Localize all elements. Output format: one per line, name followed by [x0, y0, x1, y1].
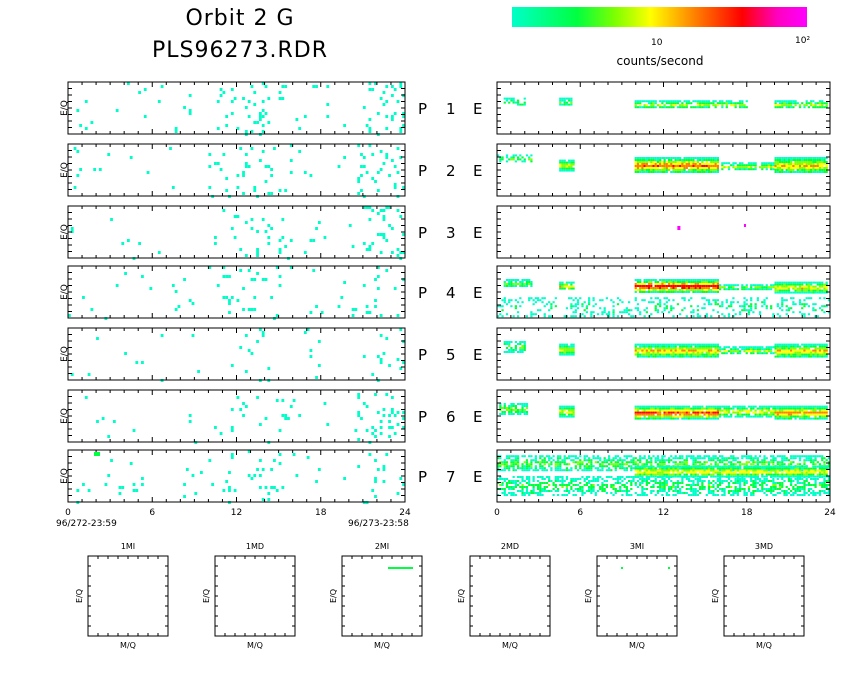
p-number: 3: [446, 224, 456, 242]
time-start: 96/272-23:59: [56, 519, 117, 529]
right-heatmap-panel: [496, 265, 831, 319]
p-number: 7: [446, 468, 456, 486]
colorbar-tick-100: 10²: [795, 36, 811, 46]
left-heatmap-panel: [67, 327, 406, 382]
p-label: P: [418, 468, 427, 486]
left-heatmap-panel: [67, 389, 406, 444]
mass-panel-xlabel: M/Q: [502, 641, 518, 650]
mass-panel: [469, 555, 551, 637]
right-heatmap-panel: [496, 143, 831, 197]
x-tick-label: 12: [658, 508, 669, 518]
y-axis-label: E/Q: [60, 224, 70, 240]
right-heatmap-panel: [496, 81, 831, 135]
mass-panel-title: 3MI: [630, 542, 644, 551]
y-axis-label: E/Q: [60, 284, 70, 300]
e-label: E: [473, 224, 482, 242]
p-label: P: [418, 224, 427, 242]
left-heatmap-panel: [67, 143, 406, 198]
mass-panel-xlabel: M/Q: [120, 641, 136, 650]
mass-panel: [596, 555, 678, 637]
mass-panel: [341, 555, 423, 637]
mass-panel-xlabel: M/Q: [374, 641, 390, 650]
y-axis-label: E/Q: [60, 100, 70, 116]
file-name: PLS96273.RDR: [152, 38, 328, 63]
mass-panel-title: 2MI: [375, 542, 389, 551]
colorbar-tick-10: 10: [651, 38, 663, 48]
e-label: E: [473, 162, 482, 180]
mass-panel-title: 3MD: [755, 542, 773, 551]
p-number: 1: [446, 100, 456, 118]
right-heatmap-panel: [496, 205, 831, 259]
p-number: 4: [446, 284, 456, 302]
mass-panel-ylabel: E/Q: [329, 589, 338, 603]
mass-panel: [723, 555, 805, 637]
e-label: E: [473, 100, 482, 118]
x-tick-label: 0: [65, 508, 71, 518]
p-label: P: [418, 408, 427, 426]
mass-panel-xlabel: M/Q: [756, 641, 772, 650]
mass-panel-title: 1MI: [121, 542, 135, 551]
p-label: P: [418, 100, 427, 118]
y-axis-label: E/Q: [60, 346, 70, 362]
x-tick-label: 6: [577, 508, 583, 518]
mass-panel-ylabel: E/Q: [75, 589, 84, 603]
x-tick-label: 18: [741, 508, 753, 518]
x-tick-label: 24: [824, 508, 836, 518]
x-tick-label: 6: [149, 508, 155, 518]
p-number: 2: [446, 162, 456, 180]
e-label: E: [473, 468, 482, 486]
y-axis-label: E/Q: [60, 408, 70, 424]
mass-panel: [87, 555, 169, 637]
right-heatmap-panel: [496, 449, 831, 503]
e-label: E: [473, 346, 482, 364]
mass-panel-ylabel: E/Q: [584, 589, 593, 603]
mass-panel-title: 1MD: [246, 542, 264, 551]
x-tick-label: 24: [399, 508, 411, 518]
p-label: P: [418, 162, 427, 180]
left-heatmap-panel: [67, 449, 406, 504]
right-heatmap-panel: [496, 389, 831, 443]
p-number: 6: [446, 408, 456, 426]
x-tick-label: 0: [494, 508, 500, 518]
mass-panel-ylabel: E/Q: [202, 589, 211, 603]
left-heatmap-panel: [67, 205, 406, 260]
mass-panel-xlabel: M/Q: [247, 641, 263, 650]
left-heatmap-panel: [67, 81, 406, 136]
colorbar-label: counts/second: [616, 54, 704, 68]
e-label: E: [473, 284, 482, 302]
x-tick-label: 12: [231, 508, 242, 518]
mass-panel: [214, 555, 296, 637]
chart-title: Orbit 2 G: [185, 6, 295, 31]
mass-panel-xlabel: M/Q: [629, 641, 645, 650]
mass-panel-ylabel: E/Q: [457, 589, 466, 603]
time-end: 96/273-23:58: [348, 519, 409, 529]
y-axis-label: E/Q: [60, 468, 70, 484]
right-heatmap-panel: [496, 327, 831, 381]
p-label: P: [418, 346, 427, 364]
mass-panel-title: 2MD: [501, 542, 519, 551]
data-cell: [94, 452, 100, 456]
mass-panel-ylabel: E/Q: [711, 589, 720, 603]
p-label: P: [418, 284, 427, 302]
p-number: 5: [446, 346, 456, 364]
e-label: E: [473, 408, 482, 426]
y-axis-label: E/Q: [60, 162, 70, 178]
colorbar: [512, 7, 807, 27]
x-tick-label: 18: [315, 508, 327, 518]
left-heatmap-panel: [67, 265, 406, 320]
